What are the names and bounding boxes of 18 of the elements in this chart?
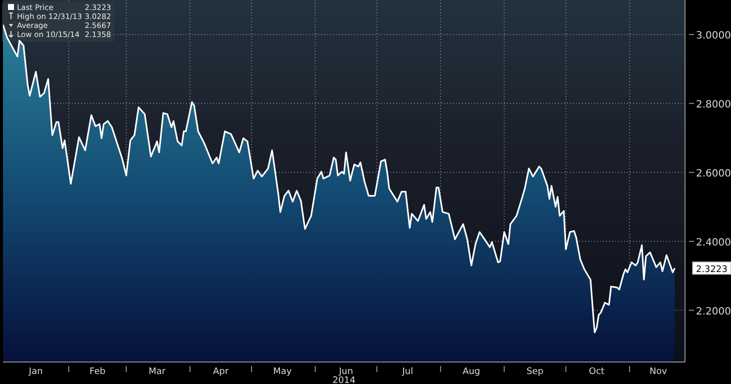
annotation: 2.3223 — [696, 265, 728, 276]
x-axis-title: 2014 — [332, 376, 356, 384]
x-tick-label: Aug — [462, 367, 480, 377]
x-tick-label: Apr — [212, 367, 229, 377]
x-tick-label: Feb — [90, 367, 106, 377]
x-tick-label: Mar — [148, 367, 166, 377]
x-tick-label: May — [273, 367, 292, 377]
y-tick-label: 2.2000 — [696, 306, 731, 318]
x-tick-label: Jun — [338, 367, 354, 377]
x-tick-label: Sep — [526, 367, 544, 377]
x-tick-label: Jul — [401, 367, 414, 377]
y-tick-label: 2.8000 — [696, 99, 731, 110]
x-tick-label: Nov — [650, 367, 668, 377]
y-tick-label: 2.4000 — [696, 237, 731, 248]
y-tick-label: 3.0000 — [696, 30, 731, 42]
x-tick-label: Jan — [28, 367, 43, 377]
y-tick-label: 2.6000 — [696, 168, 731, 180]
x-tick-label: Oct — [588, 367, 605, 377]
